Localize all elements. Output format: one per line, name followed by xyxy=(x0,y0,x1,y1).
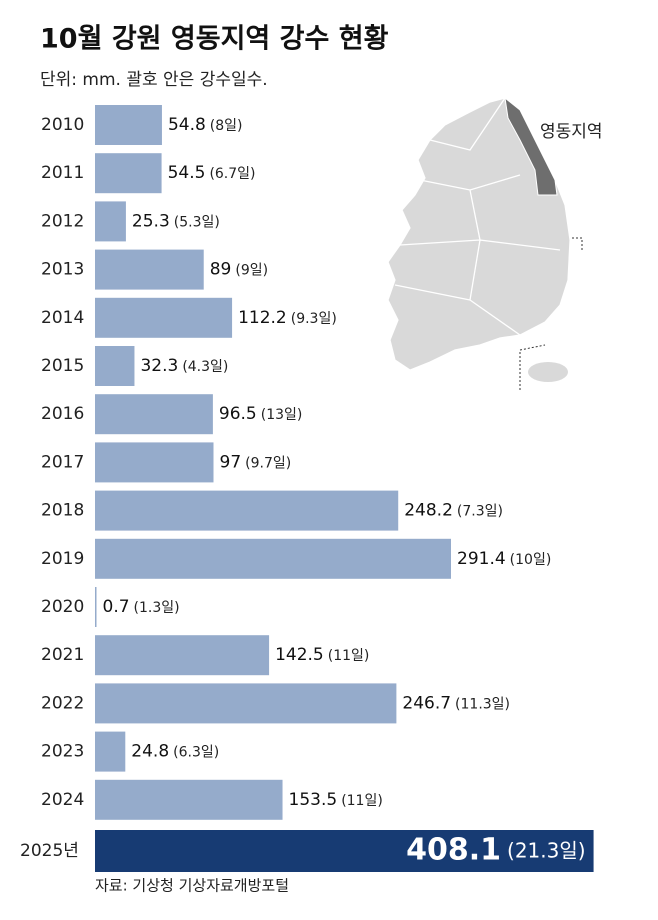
value-label: 248.2 xyxy=(404,501,453,521)
y-tick-label: 2020 xyxy=(41,597,84,617)
day-label: (7.3일) xyxy=(457,504,503,520)
y-tick-label: 2010 xyxy=(41,115,84,135)
value-label: 112.2 xyxy=(238,308,287,328)
value-label: 24.8 xyxy=(131,742,169,762)
y-tick-label: 2017 xyxy=(41,452,84,472)
map-yeongdong xyxy=(504,96,558,196)
value-label: 54.8 xyxy=(168,115,206,135)
day-label: (9.3일) xyxy=(291,311,337,327)
y-tick-label: 2015 xyxy=(41,356,84,376)
source: 자료: 기상청 기상자료개방포털 xyxy=(95,877,289,895)
y-tick-label: 2023 xyxy=(41,742,84,762)
bar xyxy=(95,635,270,676)
day-label: (11.3일) xyxy=(455,696,510,712)
day-label: (9일) xyxy=(235,263,268,279)
y-tick-label: 2019 xyxy=(41,549,84,569)
map-frame xyxy=(572,237,583,250)
bar xyxy=(95,105,162,145)
value-label: 25.3 xyxy=(132,211,170,231)
bar xyxy=(95,153,162,194)
day-label: (5.3일) xyxy=(174,214,220,230)
y-tick-label: 2013 xyxy=(41,260,84,280)
value-label: 291.4 xyxy=(457,549,506,569)
day-label: (13일) xyxy=(261,407,303,423)
bar xyxy=(95,587,97,627)
value-label: 142.5 xyxy=(275,645,324,665)
y-tick-label: 2012 xyxy=(41,211,84,231)
value-label: 96.5 xyxy=(219,404,257,424)
bar xyxy=(95,731,126,772)
value-label: 0.7 xyxy=(103,597,130,617)
day-label: (21.3일) xyxy=(507,839,586,863)
day-label: (8일) xyxy=(210,118,243,134)
y-tick-label: 2016 xyxy=(41,404,84,424)
value-label: 246.7 xyxy=(402,693,451,713)
bar xyxy=(95,779,283,820)
bar xyxy=(95,830,594,872)
map-jeju xyxy=(528,362,568,382)
value-label: 89 xyxy=(210,260,232,280)
day-label: (6.7일) xyxy=(209,166,255,182)
chart-subtitle: 단위: mm. 괄호 안은 강수일수. xyxy=(40,70,268,90)
y-tick-label: 2021 xyxy=(41,645,84,665)
day-label: (6.3일) xyxy=(173,745,219,761)
y-tick-label: 2024 xyxy=(41,790,84,810)
bar xyxy=(95,490,399,531)
map: 영동지역 xyxy=(387,96,603,390)
bar xyxy=(95,683,397,724)
value-label: 32.3 xyxy=(140,356,178,376)
y-tick-label: 2022 xyxy=(41,693,84,713)
map-label: 영동지역 xyxy=(540,122,603,142)
bar xyxy=(95,538,451,579)
bar xyxy=(95,346,135,386)
day-label: (11일) xyxy=(328,648,370,664)
day-label: (10일) xyxy=(510,552,552,568)
bar xyxy=(95,201,126,242)
day-label: (11일) xyxy=(341,793,383,809)
y-tick-label: 2014 xyxy=(41,308,84,328)
value-label: 153.5 xyxy=(289,790,338,810)
chart-title: 10월 강원 영동지역 강수 현황 xyxy=(40,24,389,55)
bar xyxy=(95,394,213,435)
day-label: (4.3일) xyxy=(182,359,228,375)
day-label: (9.7일) xyxy=(245,455,291,471)
map-region-lines xyxy=(394,97,561,336)
bar xyxy=(95,442,214,483)
y-tick-label: 2025년 xyxy=(20,841,79,861)
value-label: 408.1 xyxy=(406,833,501,868)
bar xyxy=(95,297,233,338)
y-tick-label: 2011 xyxy=(41,163,84,183)
map-frame xyxy=(519,344,546,390)
day-label: (1.3일) xyxy=(134,600,180,616)
value-label: 54.5 xyxy=(168,163,206,183)
y-tick-label: 2018 xyxy=(41,501,84,521)
bar xyxy=(95,249,204,290)
value-label: 97 xyxy=(220,452,242,472)
